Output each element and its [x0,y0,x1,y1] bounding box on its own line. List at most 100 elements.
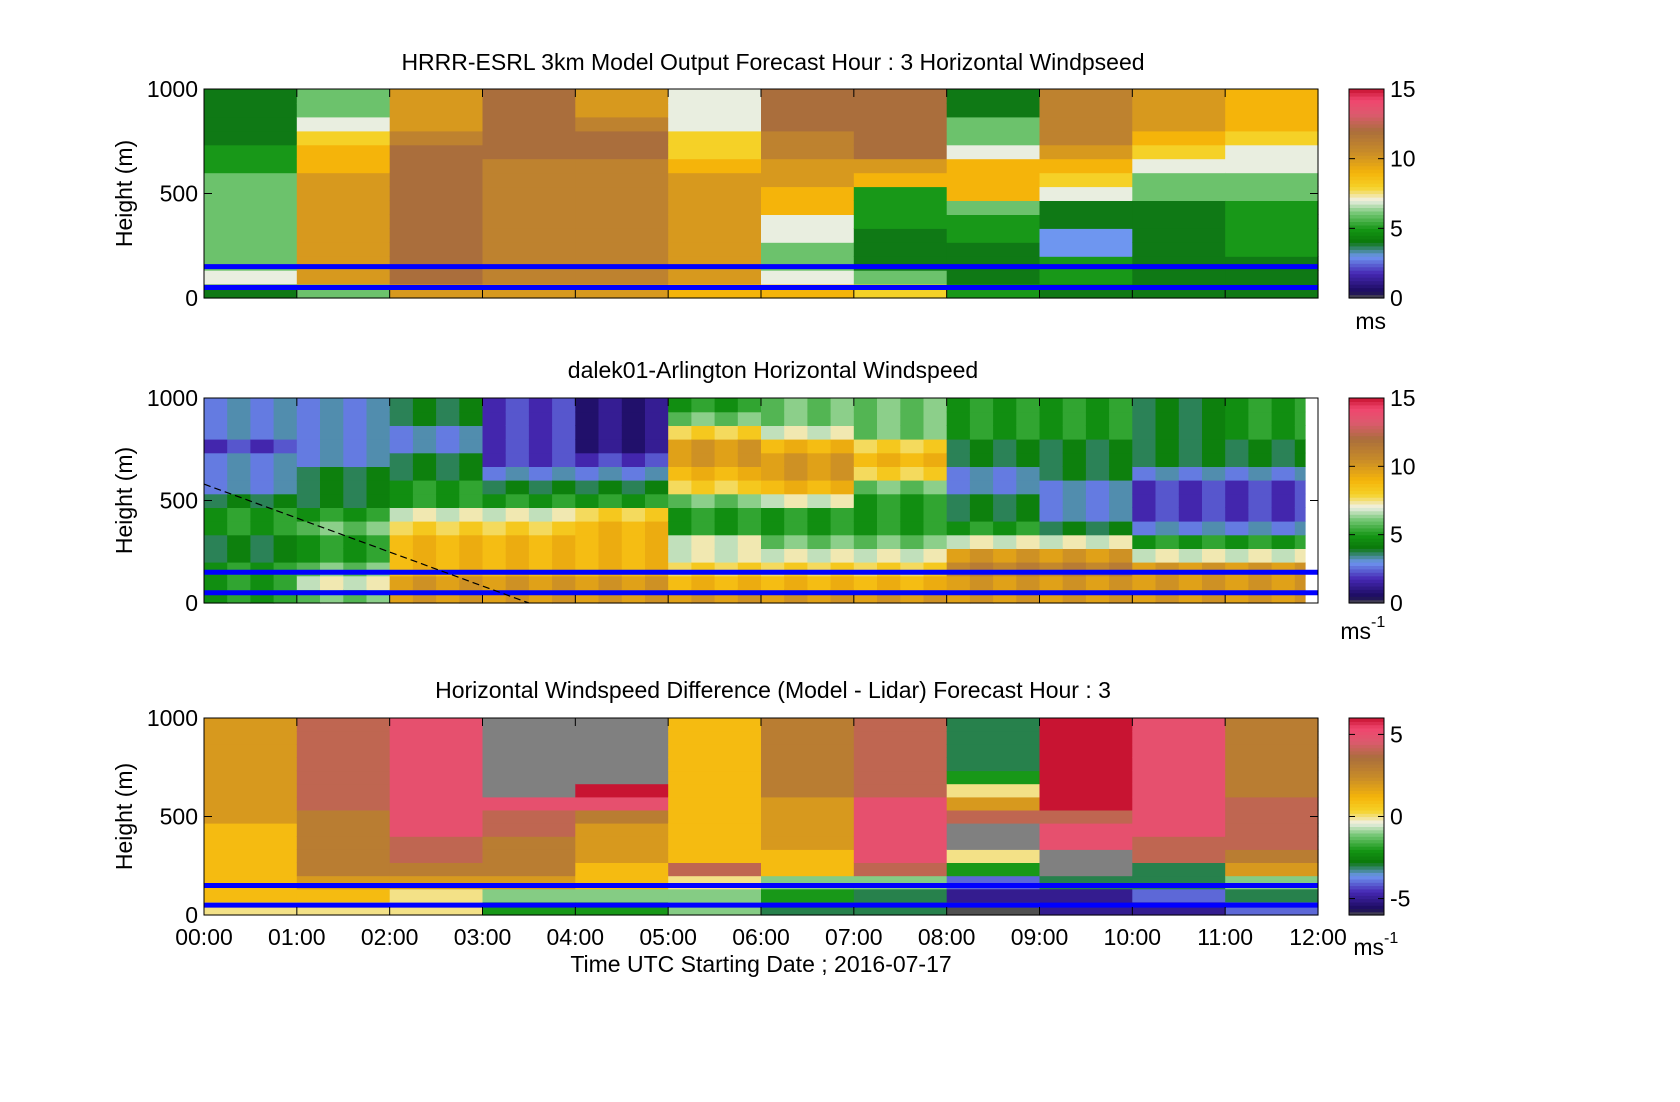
heatmap-cell [761,270,855,285]
heatmap-cell [552,411,576,426]
heatmap-cell [343,411,368,426]
heatmap-cell [969,507,994,522]
heatmap-cell [1271,575,1296,590]
heatmap-cell [1039,823,1133,837]
heatmap-cell [1039,425,1064,440]
heatmap-cell [1248,493,1273,508]
colorbar-swatch [1349,106,1384,111]
heatmap-cell [645,439,669,454]
heatmap-cell [204,823,298,837]
heatmap-cell [853,796,948,811]
heatmap-cell [204,888,298,903]
heatmap-cell [389,144,484,160]
colorbar-swatch [1349,462,1384,467]
heatmap-cell [1039,534,1064,549]
heatmap-cell [296,130,391,146]
heatmap-cell [598,439,623,454]
heatmap-cell [853,744,948,758]
heatmap-cell [668,718,762,732]
heatmap-cell [482,770,576,785]
heatmap-cell [946,823,1041,837]
heatmap-cell [273,452,298,467]
heatmap-cell [575,270,669,285]
heatmap-cell [761,770,855,785]
heatmap-cell [1132,493,1157,508]
heatmap-cell [482,862,576,877]
heatmap-cell [296,270,391,285]
heatmap-cell [1225,521,1249,536]
heatmap-cell [1225,452,1249,467]
heatmap-cell [552,521,576,536]
colorbar-swatch [1349,127,1384,132]
colorbar-swatch [1349,193,1384,198]
heatmap-cell [830,452,855,467]
heatmap-cell [1132,158,1226,174]
heatmap-cell [459,398,484,413]
heatmap-cell [1294,562,1306,577]
heatmap-cell [877,466,901,481]
colorbar-swatch [1349,524,1384,529]
colorbar-swatch [1349,596,1384,601]
colorbar-swatch [1349,148,1384,153]
heatmap-cell [552,480,576,495]
heatmap-cell [1016,521,1041,536]
heatmap-cell [946,214,1041,229]
heatmap-cell [761,836,855,850]
heatmap-cell [1202,575,1226,590]
colorbar-tick-label: 10 [1390,146,1416,172]
heatmap-cell [853,849,948,863]
heatmap-cell [1085,480,1110,495]
x-tick-label: 08:00 [918,924,976,950]
colorbar-swatch [1349,721,1384,726]
colorbar-swatch [1349,541,1384,546]
colorbar-swatch [1349,134,1384,139]
heatmap-cell [296,466,321,481]
heatmap-cell [343,452,368,467]
colorbar: 0 5 10 15 ms -1 [1340,385,1415,644]
heatmap-cell [1039,575,1064,590]
heatmap-cell [389,425,414,440]
heatmap-cell [436,548,460,563]
heatmap-cell [830,425,855,440]
heatmap-cell [482,186,576,201]
colorbar-swatch [1349,130,1384,135]
colorbar-swatch [1349,109,1384,114]
colorbar-swatch [1349,842,1384,847]
heatmap-cell [436,480,460,495]
heatmap-cell [737,398,762,413]
heatmap-cell [1039,102,1133,118]
colorbar-swatch [1349,599,1384,604]
heatmap-cell [946,744,1041,758]
heatmap-cell [900,466,925,481]
colorbar-swatch [1349,183,1384,188]
heatmap-cell [900,439,925,454]
colorbar-swatch [1349,741,1384,745]
heatmap-cell [1225,228,1319,243]
heatmap-cell [737,425,762,440]
heatmap-cell [204,770,298,785]
heatmap-cell [482,89,576,104]
heatmap-cell [482,823,576,837]
heatmap-cell [621,466,646,481]
heatmap-cell [320,493,344,508]
heatmap-cell [1039,862,1133,877]
heatmap-cell [250,466,275,481]
heatmap-cell [691,575,716,590]
heatmap-cell [645,534,669,549]
heatmap-cell [1039,452,1064,467]
heatmap-cell [668,575,692,590]
colorbar-swatch [1349,527,1384,532]
heatmap-cell [389,270,484,285]
heatmap-cell [204,270,298,285]
colorbar-swatch [1349,787,1384,791]
chart-title: Horizontal Windspeed Difference (Model -… [435,677,1111,703]
heatmap-cell [946,158,1041,174]
heatmap-cell [1294,575,1306,590]
colorbar-swatch [1349,415,1384,420]
colorbar-swatch [1349,754,1384,758]
heatmap-cell [1132,411,1157,426]
colorbar-swatch [1349,764,1384,768]
heatmap-cell [1062,439,1087,454]
heatmap-cell [668,507,692,522]
heatmap-cell [227,439,251,454]
